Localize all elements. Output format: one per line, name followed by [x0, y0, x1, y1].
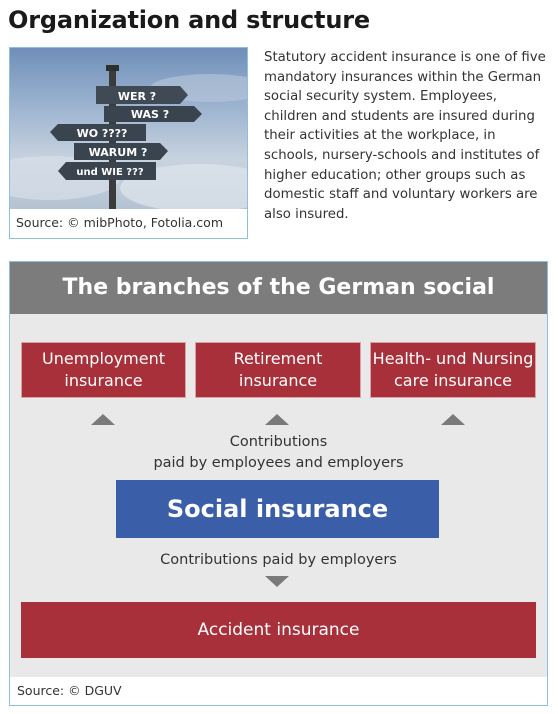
contrib-top-line1: Contributions — [229, 434, 328, 450]
contributions-employees-employers: Contributions paid by employees and empl… — [10, 432, 547, 474]
branch-retirement-line1: Retirement — [233, 349, 323, 368]
arrow-up-icon — [265, 414, 289, 425]
branch-unemployment-line2: insurance — [64, 371, 143, 390]
sign-text-2: WAS ? — [131, 108, 169, 121]
contrib-top-line2: paid by employees and employers — [153, 455, 404, 471]
branch-health-nursing: Health- und Nursing care insurance — [370, 342, 536, 398]
sign-text-4: WARUM ? — [89, 146, 148, 159]
photo-card: WER ? WAS ? WO ???? WARUM ? und WIE ??? … — [9, 47, 248, 239]
arrow-down-icon — [265, 576, 289, 587]
branch-retirement: Retirement insurance — [195, 342, 361, 398]
branch-health-line1: Health- und Nursing — [372, 349, 534, 368]
contributions-employers: Contributions paid by employers — [160, 552, 397, 568]
branch-retirement-line2: insurance — [238, 371, 318, 390]
branch-unemployment-line1: Unemployment — [42, 349, 165, 368]
social-insurance-box: Social insurance — [116, 480, 439, 538]
figure-source: Source: © DGUV — [17, 683, 122, 698]
intro-paragraph: Statutory accident insurance is one of f… — [264, 50, 546, 222]
arrow-up-icon — [441, 414, 465, 425]
sign-text-1: WER ? — [118, 90, 156, 103]
sign-text-5: und WIE ??? — [76, 167, 144, 178]
insurance-branches-figure: The branches of the German social insura… — [9, 261, 548, 706]
accident-insurance-box: Accident insurance — [21, 602, 536, 658]
photo-caption: Source: © mibPhoto, Fotolia.com — [16, 215, 223, 230]
page-title: Organization and structure — [8, 6, 370, 34]
figure-title: The branches of the German social insura… — [10, 262, 547, 352]
arrow-up-icon — [91, 414, 115, 425]
sign-text-3: WO ???? — [77, 127, 128, 140]
figure-body: Unemployment insurance Retirement insura… — [10, 314, 547, 677]
signpost-photo: WER ? WAS ? WO ???? WARUM ? und WIE ??? — [10, 48, 247, 209]
branch-health-line2: care insurance — [394, 371, 512, 390]
branch-unemployment: Unemployment insurance — [21, 342, 186, 398]
